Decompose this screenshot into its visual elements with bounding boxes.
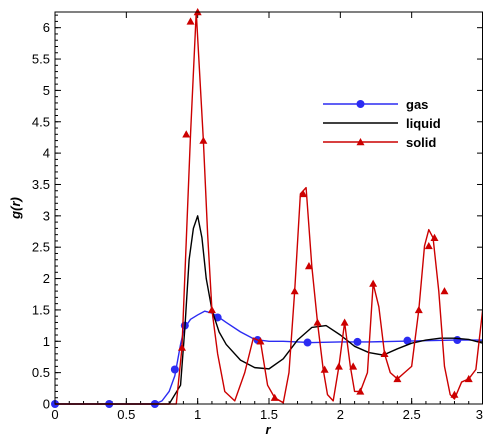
solid-point: [256, 337, 265, 345]
solid-point: [182, 130, 191, 138]
x-tick-label: 0: [51, 407, 58, 422]
solid-point: [380, 349, 389, 358]
solid-point: [186, 17, 195, 25]
gas-point: [170, 365, 179, 374]
y-tick-label: 0: [43, 397, 50, 412]
solid-point: [450, 390, 459, 398]
solid-point: [313, 318, 322, 326]
x-tick-label: 2.5: [403, 407, 421, 422]
gas-point: [403, 336, 412, 345]
solid-point: [177, 343, 186, 351]
legend-marker-solid: [356, 138, 365, 146]
solid-point: [349, 362, 358, 370]
solid-point: [356, 387, 365, 395]
solid-point: [334, 362, 343, 370]
y-tick-label: 1: [43, 334, 50, 349]
legend: gas liquid solid: [323, 97, 441, 150]
legend-label-gas: gas: [406, 97, 428, 112]
gas-point: [453, 336, 462, 345]
solid-point: [304, 262, 313, 270]
x-tick-label: 0.5: [117, 407, 135, 422]
y-tick-label: 3.5: [32, 177, 50, 192]
legend-label-liquid: liquid: [406, 116, 441, 131]
x-axis-label: r: [265, 422, 271, 435]
solid-point: [320, 365, 329, 373]
y-tick-label: 3: [43, 208, 50, 223]
legend-marker-gas: [356, 100, 365, 108]
legend-label-solid: solid: [406, 135, 436, 150]
y-tick-label: 2: [43, 271, 50, 286]
solid-point: [207, 305, 216, 314]
gas-point: [303, 338, 312, 347]
solid-point: [464, 374, 473, 383]
solid-point: [369, 279, 378, 287]
x-tick-label: 3: [476, 407, 483, 422]
gas-point: [353, 337, 362, 346]
solid-point: [393, 374, 402, 383]
y-tick-label: 6: [43, 20, 50, 35]
solid-point: [430, 233, 439, 241]
solid-series-line: [55, 11, 483, 405]
x-tick-label: 1.5: [260, 407, 278, 422]
y-tick-label: 4.5: [32, 114, 50, 129]
solid-point: [270, 393, 279, 401]
solid-point: [424, 241, 433, 250]
y-tick-label: 5: [43, 83, 50, 98]
solid-point: [199, 136, 208, 144]
y-tick-label: 2.5: [32, 240, 50, 255]
solid-point: [440, 287, 449, 295]
y-axis-label: g(r): [8, 197, 23, 220]
solid-point: [299, 189, 308, 198]
solid-point: [414, 305, 423, 314]
y-tick-label: 5.5: [32, 52, 50, 67]
solid-point: [290, 287, 299, 295]
y-tick-label: 1.5: [32, 302, 50, 317]
solid-point: [340, 318, 349, 326]
y-tick-label: 0.5: [32, 365, 50, 380]
y-tick-label: 4: [43, 146, 50, 161]
x-tick-label: 2: [337, 407, 344, 422]
x-tick-label: 1: [194, 407, 201, 422]
